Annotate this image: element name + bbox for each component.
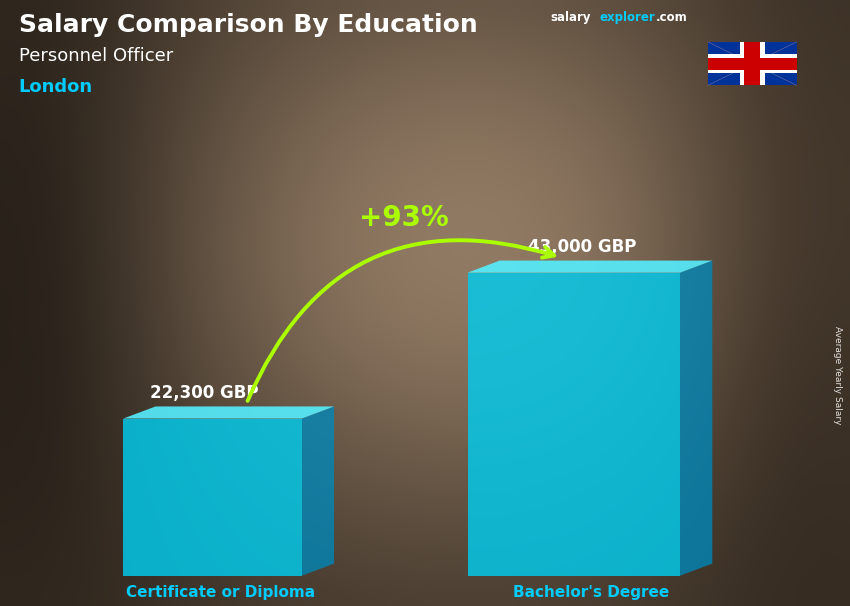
Bar	[707, 58, 796, 70]
Polygon shape	[468, 261, 712, 273]
Polygon shape	[680, 261, 712, 576]
Text: London: London	[19, 78, 93, 96]
Text: Certificate or Diploma: Certificate or Diploma	[127, 585, 315, 600]
Text: Salary Comparison By Education: Salary Comparison By Education	[19, 13, 478, 38]
Bar	[745, 42, 760, 85]
Polygon shape	[302, 407, 334, 576]
Bar	[740, 42, 765, 85]
Text: Personnel Officer: Personnel Officer	[19, 47, 173, 65]
Polygon shape	[123, 407, 334, 419]
Text: .com: .com	[656, 11, 688, 24]
Text: salary: salary	[551, 11, 592, 24]
Text: 43,000 GBP: 43,000 GBP	[528, 238, 637, 256]
Text: +93%: +93%	[359, 204, 449, 232]
Bar	[707, 54, 796, 73]
Bar	[707, 42, 796, 85]
Polygon shape	[468, 273, 680, 576]
Text: Average Yearly Salary: Average Yearly Salary	[833, 327, 842, 425]
Text: 22,300 GBP: 22,300 GBP	[150, 384, 258, 402]
Text: Bachelor's Degree: Bachelor's Degree	[513, 585, 669, 600]
Text: explorer: explorer	[599, 11, 655, 24]
Polygon shape	[123, 419, 302, 576]
